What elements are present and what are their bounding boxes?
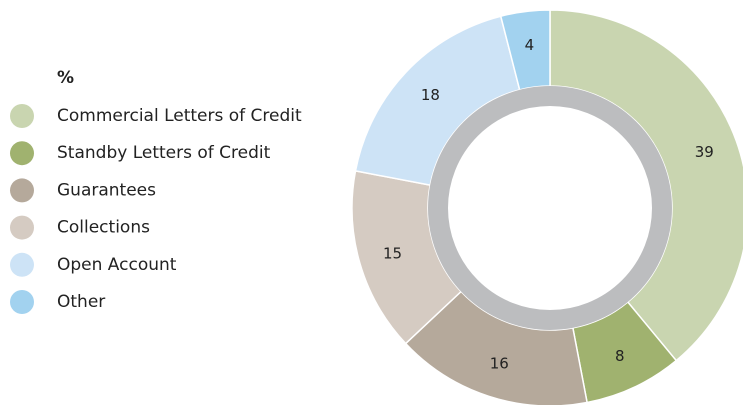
legend-title: % — [57, 68, 74, 88]
data-label: 8 — [615, 347, 625, 365]
legend-swatch — [10, 141, 34, 166]
legend-label: Collections — [57, 218, 150, 238]
legend-label: Commercial Letters of Credit — [57, 106, 302, 126]
legend-label: Open Account — [57, 255, 177, 275]
legend-label: Other — [57, 292, 105, 312]
data-label: 4 — [525, 36, 535, 54]
inner-ring — [428, 86, 672, 330]
legend-swatch — [10, 252, 34, 277]
data-label: 18 — [421, 86, 440, 104]
legend-swatch — [10, 215, 34, 240]
data-label: 16 — [490, 354, 509, 372]
data-label: 15 — [383, 244, 402, 262]
legend-swatch — [10, 178, 34, 203]
legend-label: Guarantees — [57, 180, 156, 200]
legend-swatch — [10, 290, 34, 314]
legend-swatch — [10, 104, 34, 128]
legend-label: Standby Letters of Credit — [57, 143, 271, 163]
data-label: 39 — [695, 143, 714, 161]
